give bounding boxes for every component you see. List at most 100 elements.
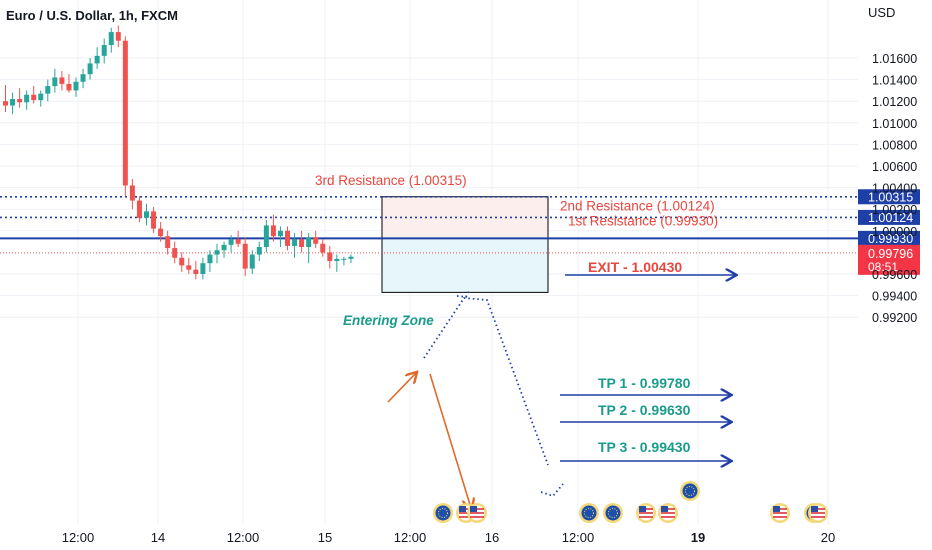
- candle-body-38: [270, 225, 276, 237]
- y-tick-2: 1.01200: [872, 95, 917, 109]
- level-tag-text-1: 1.00315: [868, 190, 913, 204]
- x-tick-6: 12:00: [562, 530, 595, 545]
- level-tag-text-3: 0.99930: [868, 232, 913, 246]
- candle-body-20: [144, 211, 149, 218]
- us-flag-icon-canton-1: [459, 506, 466, 512]
- candle-body-23: [165, 236, 171, 249]
- candle-body-29: [207, 254, 213, 264]
- level-tag-text-2: 1.00124: [868, 211, 913, 225]
- candle-body-46: [327, 252, 333, 262]
- candle-body-34: [242, 243, 248, 269]
- candle-body-17: [122, 40, 128, 186]
- eu-flag-icon-stars-0: [438, 508, 448, 518]
- y-tick-7: 1.00200: [872, 203, 917, 217]
- projection-end: [540, 483, 564, 498]
- projection-path: [423, 297, 549, 466]
- candle-body-26: [186, 265, 192, 270]
- eu-flag-icon-3: [581, 505, 597, 521]
- target-label-0: EXIT - 1.00430: [588, 259, 682, 275]
- candle-body-1: [10, 99, 16, 106]
- candle-body-4: [31, 94, 37, 101]
- x-tick-7: 19: [691, 530, 705, 545]
- entering-zone-box: [381, 196, 549, 293]
- us-flag-icon-canton-2: [470, 506, 477, 512]
- economic-events[interactable]: [433, 481, 828, 523]
- target-label-2: TP 2 - 0.99630: [598, 402, 691, 418]
- candle-body-11: [80, 74, 86, 82]
- projection-peak: [456, 288, 471, 298]
- candle-body-2: [17, 99, 23, 103]
- y-tick-11: 0.99200: [872, 311, 917, 325]
- target-label-1: TP 1 - 0.99780: [598, 375, 691, 391]
- time-axis[interactable]: 12:00 14 12:00 15 12:00 16 12:00 19 20: [62, 530, 836, 545]
- candle-body-30: [214, 250, 220, 255]
- candle-body-22: [158, 228, 164, 237]
- y-tick-5: 1.00600: [872, 160, 917, 174]
- y-tick-1: 1.01400: [872, 74, 917, 88]
- current-price-tag-bg: [858, 244, 920, 275]
- candle-body-0: [3, 101, 8, 106]
- candle-body-9: [66, 83, 72, 91]
- level-label-2: 2nd Resistance (1.00124): [560, 198, 715, 213]
- eu-flag-icon-stars-4: [608, 508, 618, 518]
- reward-zone: [382, 238, 548, 293]
- currency-label: USD: [868, 5, 895, 20]
- eu-flag-icon-4: [605, 505, 621, 521]
- candle-body-18: [129, 185, 135, 201]
- level-label-1: 3rd Resistance (1.00315): [315, 173, 467, 188]
- annotations: 3rd Resistance (1.00315) 2nd Resistance (…: [315, 173, 718, 508]
- y-tick-10: 0.99400: [872, 290, 917, 304]
- eu-flag-icon-0: [435, 505, 451, 521]
- candle-body-7: [52, 77, 58, 87]
- candle-body-48: [341, 258, 347, 260]
- candle-body-16: [115, 32, 121, 41]
- candle-body-5: [38, 93, 44, 101]
- candle-body-35: [249, 254, 255, 269]
- chart-title: Euro / U.S. Dollar, 1h, FXCM: [6, 8, 178, 23]
- y-tick-4: 1.00800: [872, 138, 917, 152]
- candle-body-41: [292, 239, 298, 246]
- us-flag-icon-canton-5: [639, 506, 646, 512]
- target-label-3: TP 3 - 0.99430: [598, 439, 691, 455]
- level-tag-bg-1: [858, 189, 920, 205]
- candle-body-13: [94, 55, 100, 64]
- y-tick-6: 1.00400: [872, 182, 917, 196]
- x-tick-3: 15: [318, 530, 332, 545]
- x-tick-4: 12:00: [394, 530, 427, 545]
- us-flag-icon-canton-8: [773, 506, 780, 512]
- us-flag-icon-canton-6: [661, 506, 668, 512]
- candle-body-14: [101, 45, 107, 56]
- eu-flag-icon-7: [682, 483, 698, 499]
- candle-body-40: [285, 230, 290, 246]
- candle-body-47: [334, 258, 340, 262]
- candle-body-12: [87, 63, 93, 75]
- candle-body-28: [200, 263, 206, 274]
- level-label-3: 1st Resistance (0.99930): [568, 213, 718, 228]
- candle-body-36: [256, 247, 262, 255]
- candle-body-39: [277, 230, 283, 237]
- candle-body-27: [193, 269, 199, 274]
- candle-body-43: [306, 237, 312, 247]
- x-tick-8: 20: [821, 530, 835, 545]
- candle-body-31: [221, 244, 227, 251]
- candle-body-15: [108, 32, 114, 46]
- current-price-value: 0.99796: [868, 247, 913, 261]
- level-tag-bg-3: [858, 230, 920, 246]
- entry-arrow-up: [387, 373, 416, 403]
- candle-body-33: [235, 239, 241, 244]
- level-tag-bg-2: [858, 209, 920, 225]
- x-tick-1: 14: [151, 530, 165, 545]
- candle-body-6: [45, 86, 51, 94]
- resistance-levels: [0, 195, 858, 254]
- candle-body-49: [348, 256, 354, 259]
- candle-body-21: [151, 211, 157, 229]
- candle-body-42: [299, 239, 305, 247]
- candle-body-3: [24, 94, 30, 103]
- current-price-timer: 08:51: [868, 260, 898, 274]
- y-tick-0: 1.01600: [872, 52, 917, 66]
- entry-arrow-down: [429, 373, 471, 508]
- candle-body-10: [73, 81, 79, 91]
- candle-body-37: [263, 225, 269, 247]
